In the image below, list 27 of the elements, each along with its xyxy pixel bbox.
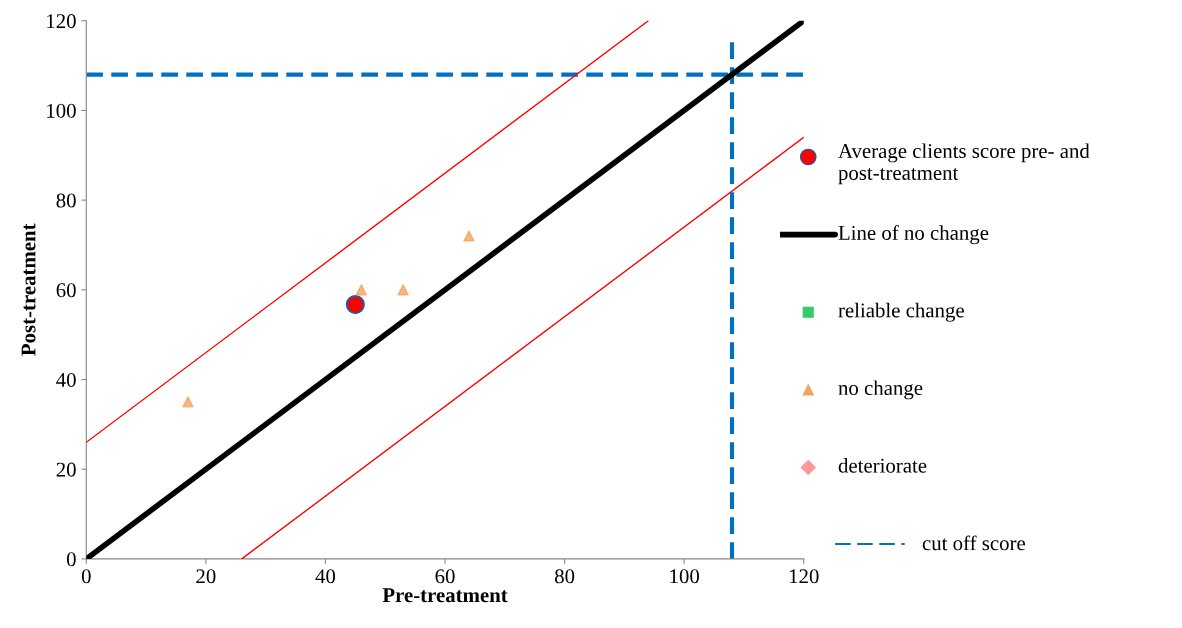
x-tick-label: 20	[196, 569, 216, 584]
point	[182, 396, 194, 408]
y-tick-label: 80	[56, 193, 76, 208]
y-tick-label: 60	[56, 283, 76, 298]
point	[463, 230, 475, 242]
y-axis-title: Post-treatment	[21, 223, 36, 356]
x-tick-label: 60	[435, 569, 455, 584]
legend-label: Average clients score pre- and post-treatment	[838, 143, 1090, 185]
y-tick-label: 0	[66, 552, 76, 567]
x-tick-label: 100	[670, 569, 700, 584]
x-axis-title: Pre-treatment	[382, 588, 508, 603]
legend-label: no change	[838, 380, 923, 400]
point	[397, 284, 409, 296]
x-tick-label: 120	[789, 569, 819, 584]
y-tick-label: 20	[56, 462, 76, 477]
legend-label: cut off score	[922, 535, 1026, 551]
y-tick-label: 40	[56, 372, 76, 387]
x-tick-label: 40	[315, 569, 336, 584]
x-tick-label: 0	[81, 569, 91, 584]
point	[345, 295, 365, 315]
x-tick-label: 80	[554, 569, 575, 584]
legend-label: deteriorate	[838, 458, 927, 473]
legend-label: Line of no change	[838, 225, 989, 245]
point	[355, 284, 367, 296]
y-tick-label: 120	[47, 14, 76, 29]
y-tick-label: 100	[47, 103, 76, 118]
legend-label: reliable change	[838, 302, 964, 322]
